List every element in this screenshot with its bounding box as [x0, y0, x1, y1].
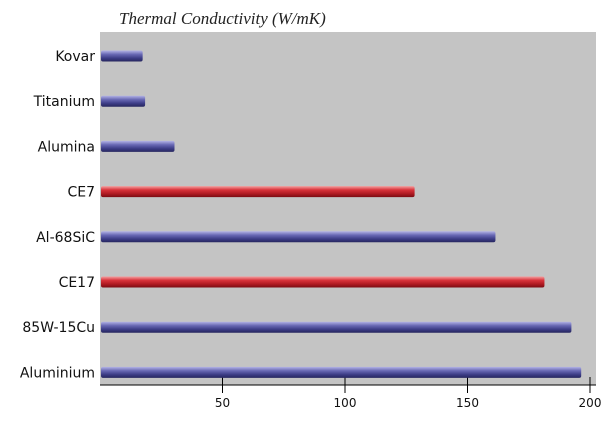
category-label: Alumina	[38, 139, 95, 155]
category-label: CE7	[67, 185, 95, 201]
x-tick-label: 50	[215, 396, 230, 410]
x-tick-label: 150	[456, 396, 479, 410]
bar-kovar	[101, 50, 143, 62]
category-label: Al-68SiC	[36, 230, 95, 246]
bar-85w-15cu	[101, 321, 572, 333]
bar-ce7	[101, 186, 415, 198]
chart-title: Thermal Conductivity (W/mK)	[119, 9, 326, 28]
bar-alumina	[101, 140, 175, 152]
x-tick-label: 100	[334, 396, 357, 410]
bar-ce17	[101, 276, 545, 288]
bar-titanium	[101, 95, 146, 107]
category-label: Titanium	[33, 94, 95, 110]
bar-aluminium	[101, 366, 582, 378]
category-label: CE17	[59, 275, 95, 291]
bar-al-68sic	[101, 231, 496, 243]
x-tick-label: 200	[579, 396, 602, 410]
category-label: 85W-15Cu	[22, 320, 95, 336]
category-label: Kovar	[55, 49, 95, 65]
category-label: Aluminium	[20, 365, 95, 381]
